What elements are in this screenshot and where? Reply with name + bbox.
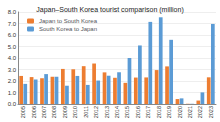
svg-text:2023: 2023 [208,106,214,118]
svg-text:2008: 2008 [51,106,57,118]
svg-text:Japan–South Korea tourist comp: Japan–South Korea tourist comparison (mi… [36,6,183,14]
svg-text:2013: 2013 [104,106,110,118]
svg-text:Japan to South Korea: Japan to South Korea [39,18,98,24]
svg-text:2010: 2010 [72,106,78,118]
svg-text:2021: 2021 [187,106,193,118]
svg-text:2017: 2017 [145,106,151,118]
svg-text:4.0: 4.0 [8,55,17,61]
svg-text:8.0: 8.0 [8,9,17,15]
svg-text:2015: 2015 [124,106,130,118]
svg-text:2009: 2009 [62,106,68,118]
svg-text:2006: 2006 [31,106,37,118]
svg-text:1.0: 1.0 [8,90,17,96]
svg-text:2011: 2011 [83,106,89,118]
svg-text:2016: 2016 [135,106,141,118]
svg-text:2014: 2014 [114,106,120,118]
svg-text:7.0: 7.0 [8,21,17,27]
svg-text:3.0: 3.0 [8,67,17,73]
svg-text:5.0: 5.0 [8,44,17,50]
svg-text:2019: 2019 [166,106,172,118]
svg-text:6.0: 6.0 [8,32,17,38]
svg-text:2007: 2007 [41,106,47,118]
svg-text:2012: 2012 [93,106,99,118]
svg-text:0.0: 0.0 [8,101,17,107]
svg-text:2020: 2020 [177,106,183,118]
svg-text:2018: 2018 [156,106,162,118]
svg-text:2.0: 2.0 [8,78,17,84]
svg-text:2022: 2022 [197,106,203,118]
svg-text:South Korea to Japan: South Korea to Japan [39,26,97,32]
svg-text:2005: 2005 [20,106,26,118]
